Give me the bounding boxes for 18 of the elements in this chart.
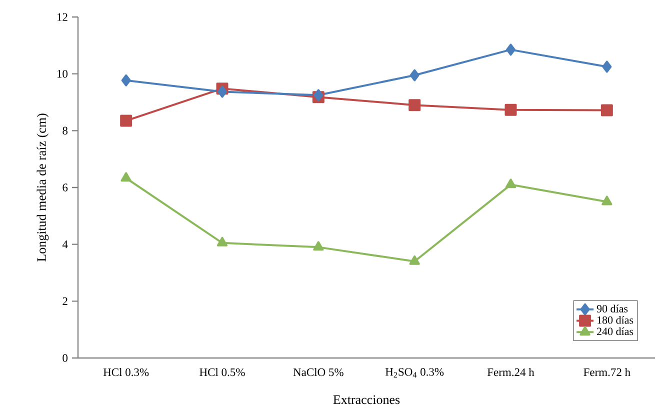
y-tick-label: 4 [62,240,68,248]
x-tick-label: HCl 0.5% [200,368,245,376]
legend-label: 90 días [596,304,628,312]
y-tick-label: 2 [62,297,68,305]
x-tick-label: H$_{2}$SO$_{4}$ 0.3% [385,368,444,378]
y-axis-title: Longitud media de raíz (cm) [36,114,49,262]
x-tick-label: HCl 0.3% [103,368,149,376]
x-axis-title: Extracciones [333,395,400,404]
y-tick-label: 12 [57,13,68,21]
legend-label: 180 días [598,316,634,324]
x-tick-label: NaClO 5% [293,368,344,376]
y-tick-label: 0 [62,354,68,362]
y-tick-label: 10 [57,70,68,78]
x-tick-label: Ferm.72 h [584,368,630,376]
legend-label: 240 días [597,327,634,336]
y-tick-label: 8 [62,126,68,135]
y-tick-label: 6 [62,184,68,192]
x-tick-label: Ferm.24 h [487,368,534,376]
